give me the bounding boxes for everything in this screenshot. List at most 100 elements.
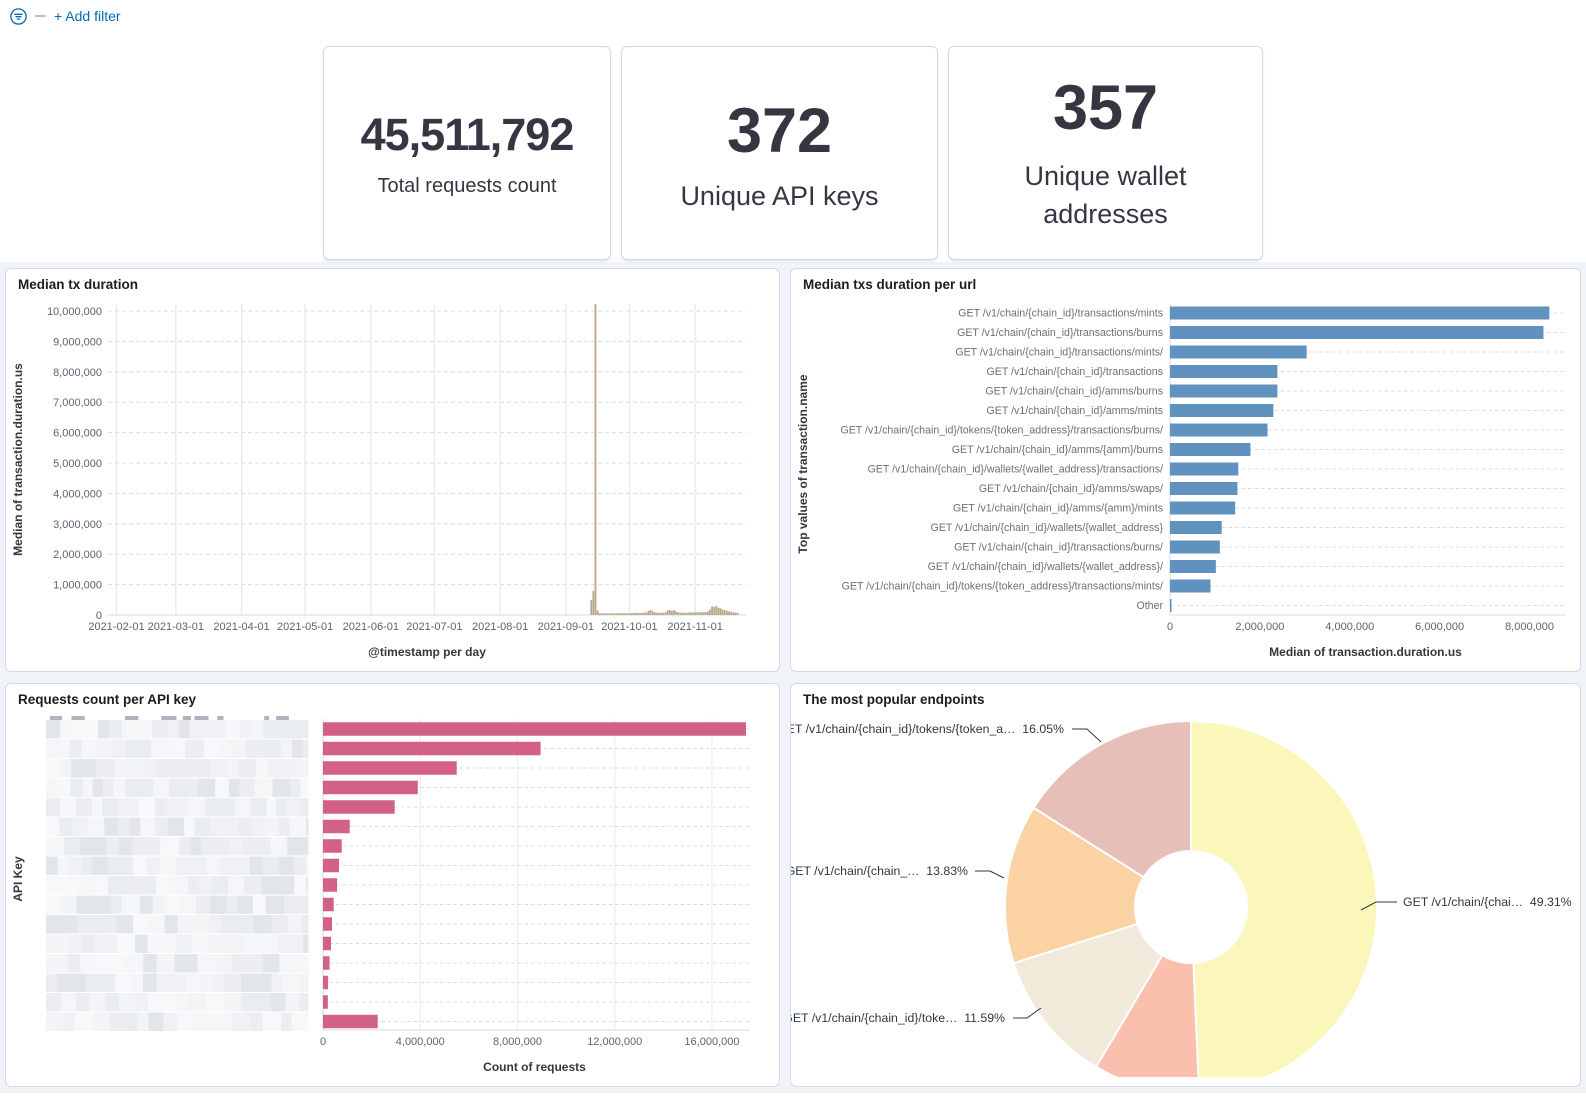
panel-title: The most popular endpoints	[803, 692, 985, 707]
metric-total-requests: 45,511,792 Total requests count	[323, 46, 611, 260]
svg-text:GET /v1/chain/{chain_id}/toke…: GET /v1/chain/{chain_id}/toke… 11.59%	[791, 1011, 1005, 1025]
svg-text:2,000,000: 2,000,000	[1235, 621, 1284, 633]
metric-label: Unique API keys	[680, 180, 879, 211]
add-filter-button[interactable]: + Add filter	[54, 8, 121, 24]
svg-text:2021-04-01: 2021-04-01	[213, 621, 269, 633]
median-tx-duration-chart[interactable]: 0 1,000,000 2,000,000 3,000,000 4,000,000 5,0…	[6, 294, 779, 662]
svg-text:Median of transaction.duration: Median of transaction.duration.us	[1269, 645, 1462, 659]
svg-text:8,000,000: 8,000,000	[493, 1036, 542, 1048]
slice-labels: GET /v1/chain/{chai… 49.31% GET /v1/chain…	[791, 722, 1572, 1025]
svg-text:6,000,000: 6,000,000	[53, 428, 102, 440]
svg-text:GET /v1/chain/{chain_id}/amms/: GET /v1/chain/{chain_id}/amms/{amm}/burn…	[952, 444, 1163, 456]
svg-text:10,000,000: 10,000,000	[47, 306, 102, 318]
svg-text:GET /v1/chain/{chain_id}/trans: GET /v1/chain/{chain_id}/transactions/mi…	[958, 308, 1163, 320]
svg-text:GET /v1/chain/{chain_id}/walle: GET /v1/chain/{chain_id}/wallets/{wallet…	[931, 522, 1164, 534]
bars[interactable]	[323, 722, 746, 1029]
svg-text:2021-02-01: 2021-02-01	[88, 621, 144, 633]
panel-median-tx-duration: Median tx duration 0 1,000,000 2,000,000 3,…	[5, 268, 780, 672]
metric-value: 357	[1052, 73, 1159, 144]
x-axis-labels: 0 2,000,000 4,000,000 6,000,000 8,000,000	[1167, 621, 1554, 633]
svg-text:16,000,000: 16,000,000	[684, 1036, 739, 1048]
median-duration-per-url-chart[interactable]: 0 2,000,000 4,000,000 6,000,000 8,000,000 GET…	[791, 294, 1580, 662]
svg-text:GET /v1/chain/{chain_id}/trans: GET /v1/chain/{chain_id}/transactions/bu…	[954, 542, 1163, 554]
svg-text:GET /v1/chain/{chain_id}/trans: GET /v1/chain/{chain_id}/transactions	[987, 366, 1163, 378]
svg-text:0: 0	[96, 610, 102, 622]
svg-text:12,000,000: 12,000,000	[587, 1036, 642, 1048]
svg-text:GET /v1/chain/{chain_id}/walle: GET /v1/chain/{chain_id}/wallets/{wallet…	[868, 464, 1163, 476]
svg-text:GET /v1/chain/{chain_… 13.83%: GET /v1/chain/{chain_… 13.83%	[791, 864, 968, 878]
svg-text:@timestamp per day: @timestamp per day	[368, 645, 486, 659]
svg-text:API Key: API Key	[11, 856, 25, 902]
filter-icon[interactable]	[10, 7, 27, 25]
svg-text:GET /v1/chain/{chain_id}/token: GET /v1/chain/{chain_id}/tokens/{token_a…	[840, 425, 1163, 437]
panel-title: Requests count per API key	[18, 692, 197, 707]
svg-text:4,000,000: 4,000,000	[1325, 621, 1374, 633]
svg-text:7,000,000: 7,000,000	[53, 397, 102, 409]
svg-text:4,000,000: 4,000,000	[396, 1036, 445, 1048]
svg-text:8,000,000: 8,000,000	[1505, 621, 1554, 633]
svg-text:Other: Other	[1137, 600, 1164, 612]
panel-requests-per-api-key: Requests count per API key 0 4,000,000 8,0…	[5, 683, 780, 1087]
metric-label: Unique wallet addresses	[1024, 161, 1187, 229]
svg-text:Top values of transaction.name: Top values of transaction.name	[796, 374, 810, 553]
metric-value: 45,511,792	[360, 108, 575, 160]
gridlines	[108, 304, 746, 616]
panel-median-txs-duration-per-url: Median txs duration per url 0 2,000,000 4,…	[790, 268, 1581, 672]
svg-text:2021-07-01: 2021-07-01	[406, 621, 462, 633]
filter-separator-dash	[35, 15, 46, 17]
svg-text:2,000,000: 2,000,000	[53, 549, 102, 561]
svg-text:GET /v1/chain/{chain_id}/amms/: GET /v1/chain/{chain_id}/amms/swaps/	[979, 483, 1163, 495]
donut-slices[interactable]	[1004, 720, 1378, 1086]
donut-slice	[1004, 806, 1145, 965]
metric-value: 372	[726, 95, 833, 166]
svg-text:5,000,000: 5,000,000	[53, 458, 102, 470]
svg-text:Count of requests: Count of requests	[483, 1060, 586, 1074]
svg-text:GET /v1/chain/{chain_id}/amms/: GET /v1/chain/{chain_id}/amms/mints	[987, 405, 1163, 417]
svg-text:GET /v1/chain/{chai… 49.31%: GET /v1/chain/{chai… 49.31%	[1403, 895, 1572, 909]
metric-unique-wallets: 357 Unique wallet addresses	[948, 46, 1263, 260]
donut-slice	[1012, 922, 1164, 1068]
svg-text:GET /v1/chain/{chain_id}/token: GET /v1/chain/{chain_id}/tokens/{token_a…	[842, 581, 1163, 593]
svg-text:9,000,000: 9,000,000	[53, 336, 102, 348]
svg-text:2021-10-01: 2021-10-01	[601, 621, 657, 633]
donut-slice	[1032, 720, 1192, 879]
svg-text:2021-08-01: 2021-08-01	[472, 621, 528, 633]
svg-text:GET /v1/chain/{chain_id}/walle: GET /v1/chain/{chain_id}/wallets/{wallet…	[928, 561, 1163, 573]
filter-bar: + Add filter	[0, 0, 1586, 32]
panel-popular-endpoints: The most popular endpoints GET /v1/chain…	[790, 683, 1581, 1087]
svg-text:1,000,000: 1,000,000	[53, 580, 102, 592]
redacted-api-key-labels	[46, 716, 309, 1031]
panel-title: Median tx duration	[18, 277, 139, 292]
svg-text:2021-09-01: 2021-09-01	[538, 621, 594, 633]
bars[interactable]	[1170, 306, 1550, 613]
svg-text:8,000,000: 8,000,000	[53, 367, 102, 379]
svg-text:GET /v1/chain/{chain_id}/amms/: GET /v1/chain/{chain_id}/amms/burns	[985, 386, 1163, 398]
svg-text:GET /v1/chain/{chain_id}/trans: GET /v1/chain/{chain_id}/transactions/mi…	[955, 347, 1163, 359]
svg-text:GET /v1/chain/{chain_id}/amms/: GET /v1/chain/{chain_id}/amms/{amm}/mint…	[953, 503, 1163, 515]
svg-text:0: 0	[1167, 621, 1173, 633]
popular-endpoints-donut-chart[interactable]: GET /v1/chain/{chai… 49.31% GET /v1/chain…	[791, 709, 1580, 1086]
svg-text:4,000,000: 4,000,000	[53, 488, 102, 500]
metrics-row: 45,511,792 Total requests count 372 Uniq…	[0, 46, 1586, 260]
svg-text:3,000,000: 3,000,000	[53, 519, 102, 531]
panel-title: Median txs duration per url	[803, 277, 977, 292]
requests-per-api-key-chart[interactable]: 0 4,000,000 8,000,000 12,000,000 16,000,000 A…	[6, 709, 779, 1077]
metric-unique-api-keys: 372 Unique API keys	[621, 46, 938, 260]
svg-text:6,000,000: 6,000,000	[1415, 621, 1464, 633]
x-axis-labels: 2021-02-01 2021-03-01 2021-04-01 2021-05-01…	[88, 621, 723, 633]
y-axis-labels: 0 1,000,000 2,000,000 3,000,000 4,000,000 5,0…	[47, 306, 102, 622]
bars[interactable]	[590, 304, 739, 615]
x-axis-labels: 0 4,000,000 8,000,000 12,000,000 16,000,000	[320, 1036, 740, 1048]
svg-text:2021-06-01: 2021-06-01	[343, 621, 399, 633]
svg-text:2021-03-01: 2021-03-01	[148, 621, 204, 633]
category-labels: GET /v1/chain/{chain_id}/transactions/mi…	[840, 308, 1163, 612]
svg-text:Median of transaction.duration: Median of transaction.duration.us	[11, 363, 25, 556]
dashboard-grid: Median tx duration 0 1,000,000 2,000,000 3,…	[0, 262, 1586, 1093]
svg-text:2021-11-01: 2021-11-01	[667, 621, 722, 633]
donut-slice	[1190, 720, 1378, 1086]
svg-text:0: 0	[320, 1036, 326, 1048]
metric-label: Total requests count	[377, 174, 557, 197]
svg-text:2021-05-01: 2021-05-01	[277, 621, 333, 633]
svg-text:GET /v1/chain/{chain_id}/trans: GET /v1/chain/{chain_id}/transactions/bu…	[957, 327, 1163, 339]
svg-text:GET /v1/chain/{chain_id}/token: GET /v1/chain/{chain_id}/tokens/{token_a…	[791, 722, 1064, 736]
